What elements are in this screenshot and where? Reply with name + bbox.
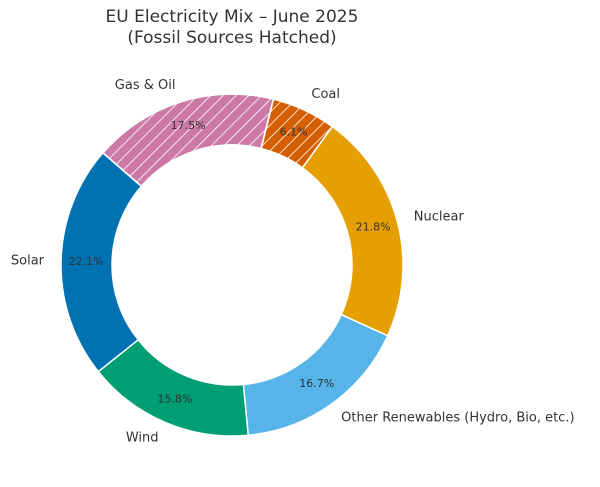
category-label-solar: Solar — [11, 253, 45, 268]
slice-hatch-gas-oil — [101, 93, 275, 188]
category-label-wind: Wind — [126, 431, 159, 446]
pct-label-solar: 22.1% — [69, 255, 104, 268]
pct-label-coal: 6.1% — [280, 126, 308, 139]
category-label-other-renewables-hydro-bio-etc: Other Renewables (Hydro, Bio, etc.) — [341, 411, 574, 426]
pct-label-wind: 15.8% — [157, 392, 192, 405]
chart-title-line-2: (Fossil Sources Hatched) — [127, 28, 336, 48]
pct-label-other-renewables-hydro-bio-etc: 16.7% — [299, 377, 334, 390]
category-label-coal: Coal — [311, 87, 340, 102]
category-label-nuclear: Nuclear — [414, 209, 465, 224]
donut-slices — [60, 93, 404, 437]
category-label-gas-oil: Gas & Oil — [115, 78, 176, 93]
donut-labels: 6.1% Coal 21.8% Nuclear 16.7% Other Renewable… — [11, 78, 575, 445]
chart-title-line-1: EU Electricity Mix – June 2025 — [106, 7, 359, 27]
pct-label-nuclear: 21.8% — [356, 221, 391, 234]
pct-label-gas-oil: 17.5% — [171, 119, 206, 132]
